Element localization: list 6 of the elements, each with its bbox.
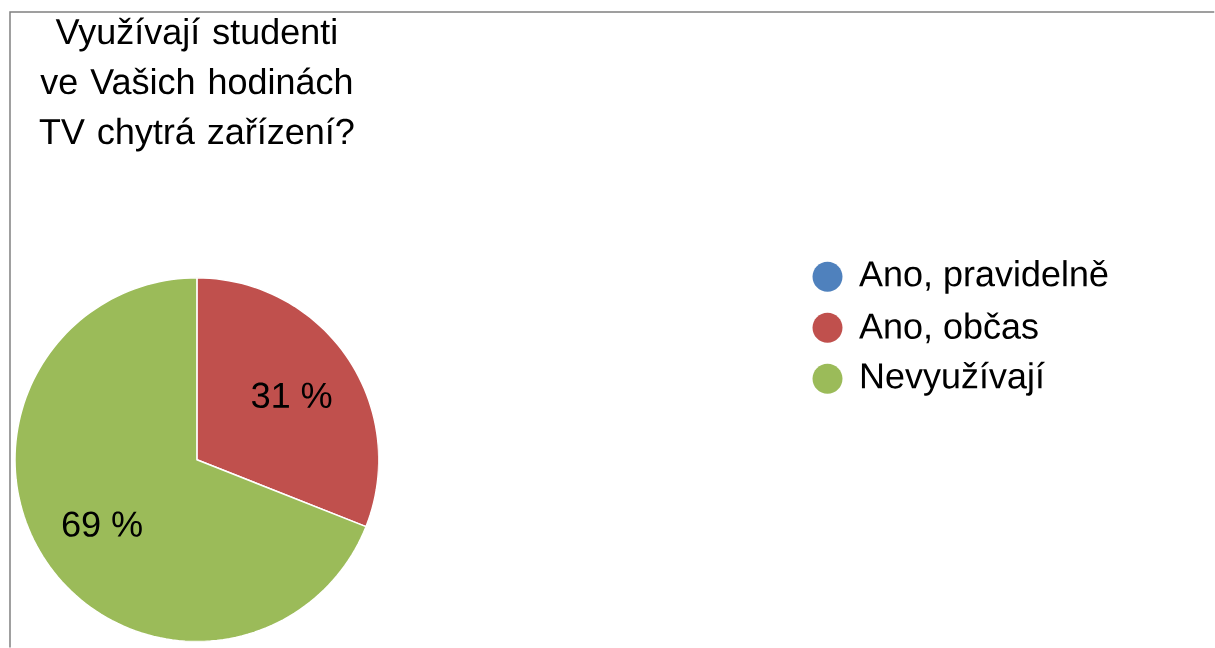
data-label: 69 % <box>62 511 142 537</box>
data-label: 31 % <box>252 382 332 408</box>
legend-label: Ano, občas <box>859 312 1038 344</box>
legend-label: Nevyužívají <box>861 361 1045 396</box>
chart-title: Využívají studenti ve Vašich hodinách TV chytrá zařízení? <box>39 17 354 152</box>
legend-label: Ano, pravidelně <box>859 259 1108 294</box>
